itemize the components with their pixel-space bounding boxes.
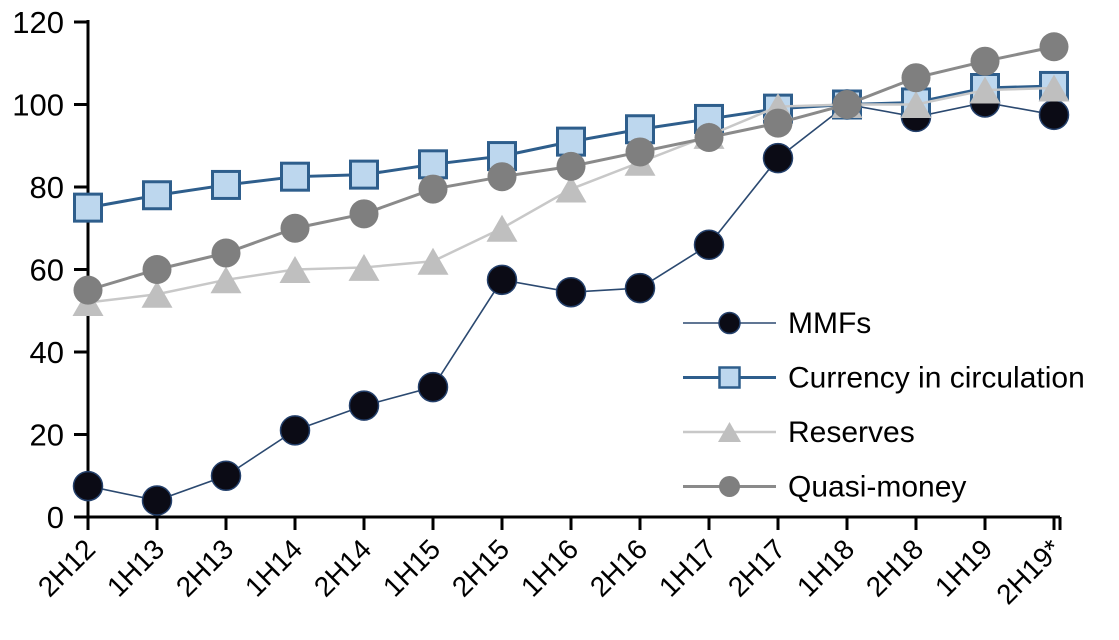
series-marker-quasi-money [142, 255, 172, 284]
series-marker-reserves [141, 280, 173, 308]
legend-marker-reserves [718, 421, 741, 443]
series-marker-quasi-money [763, 108, 793, 138]
y-tick-label: 40 [30, 335, 64, 370]
x-tick-label: 2H17 [722, 533, 791, 602]
series-marker-quasi-money [487, 162, 517, 192]
series-marker-quasi-money [280, 213, 310, 243]
series-marker-reserves [417, 247, 449, 275]
series-marker-reserves [900, 91, 932, 118]
y-tick-label: 100 [12, 88, 64, 123]
series-marker-mmfs [624, 272, 656, 304]
series-marker-quasi-money [832, 90, 862, 119]
x-tick-label: 1H18 [791, 533, 860, 602]
x-tick-label: 1H14 [239, 533, 308, 602]
series-marker-mmfs [486, 264, 518, 296]
series-marker-mmfs [210, 460, 242, 491]
series-marker-quasi-money [73, 275, 103, 305]
series-marker-reserves [348, 253, 380, 281]
y-tick-label: 20 [30, 418, 64, 453]
series-marker-reserves [279, 256, 311, 283]
series-marker-mmfs [693, 229, 725, 260]
y-tick-label: 0 [47, 500, 64, 535]
legend-item-reserves: Reserves [683, 416, 915, 449]
series-marker-reserves [969, 76, 1001, 104]
series-marker-currency-in-circulation [211, 169, 241, 200]
legend-marker-quasi-money [719, 476, 740, 497]
series-marker-mmfs [348, 390, 380, 421]
series-marker-quasi-money [556, 151, 586, 181]
series-marker-quasi-money [625, 137, 655, 167]
series-marker-currency-in-circulation [280, 161, 310, 192]
series-marker-currency-in-circulation [73, 192, 103, 223]
y-tick-label: 120 [12, 5, 64, 40]
legend: MMFs Currency in circulation Reserves Quasi… [683, 307, 1085, 504]
series-marker-currency-in-circulation [418, 149, 448, 180]
x-tick-label: 1H13 [101, 533, 170, 602]
x-tick-label: 2H13 [170, 533, 239, 602]
series-marker-mmfs [762, 142, 794, 174]
series-marker-currency-in-circulation [142, 180, 172, 211]
series-marker-quasi-money [901, 63, 931, 93]
x-tick-label: 2H18 [860, 533, 929, 602]
x-tick-label: 2H15 [446, 533, 515, 602]
y-tick-label: 80 [30, 170, 64, 205]
legend-item-quasi-money: Quasi-money [683, 471, 966, 504]
series-marker-quasi-money [418, 174, 448, 204]
series-marker-quasi-money [211, 238, 241, 268]
x-tick-label: 1H19 [929, 533, 998, 602]
series-marker-currency-in-circulation [556, 126, 586, 157]
legend-label-currency-in-circulation: Currency in circulation [788, 362, 1085, 395]
x-tick-label: 2H16 [584, 533, 653, 602]
series-marker-mmfs [141, 485, 173, 516]
legend-marker-currency-in-circulation [718, 366, 741, 389]
x-tick-label: 1H15 [377, 533, 446, 602]
series-marker-reserves [555, 175, 587, 203]
legend-label-quasi-money: Quasi-money [788, 471, 966, 504]
x-tick-label: 1H17 [653, 533, 722, 602]
series-marker-quasi-money [349, 199, 379, 229]
series-marker-reserves [1038, 74, 1070, 102]
y-tick-label: 60 [30, 253, 64, 288]
legend-item-currency-in-circulation: Currency in circulation [683, 362, 1085, 395]
legend-label-mmfs: MMFs [788, 307, 871, 340]
legend-marker-mmfs [718, 311, 741, 335]
x-tick-label: 2H19* [990, 533, 1067, 610]
x-tick-label: 2H12 [32, 533, 101, 602]
series-marker-mmfs [72, 470, 104, 502]
series-marker-mmfs [1038, 99, 1070, 131]
series-marker-mmfs [555, 276, 587, 308]
x-tick-label: 2H14 [308, 533, 377, 602]
series-marker-reserves [486, 214, 518, 242]
series-marker-quasi-money [970, 46, 1000, 76]
series-marker-currency-in-circulation [349, 159, 379, 190]
legend-label-reserves: Reserves [788, 416, 915, 449]
legend-item-mmfs: MMFs [683, 307, 871, 340]
x-tick-label: 1H16 [515, 533, 584, 602]
series-marker-quasi-money [694, 123, 724, 152]
series-marker-mmfs [279, 415, 311, 446]
series-marker-reserves [210, 266, 242, 294]
series-marker-quasi-money [1039, 32, 1069, 62]
series-marker-mmfs [417, 371, 449, 403]
